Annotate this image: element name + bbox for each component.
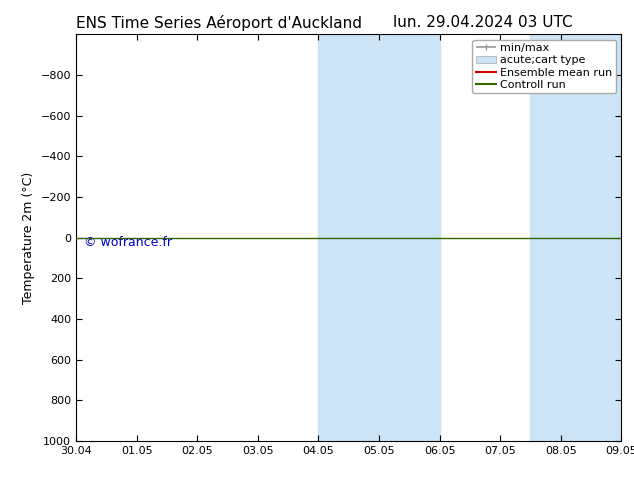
Legend: min/max, acute;cart type, Ensemble mean run, Controll run: min/max, acute;cart type, Ensemble mean …: [472, 40, 616, 93]
Bar: [349, 34, 439, 441]
Text: © wofrance.fr: © wofrance.fr: [84, 236, 172, 248]
Bar: [531, 34, 621, 441]
Y-axis label: Temperature 2m (°C): Temperature 2m (°C): [22, 172, 35, 304]
Text: ENS Time Series Aéroport d'Auckland: ENS Time Series Aéroport d'Auckland: [76, 15, 362, 31]
Bar: [318, 34, 349, 441]
Text: lun. 29.04.2024 03 UTC: lun. 29.04.2024 03 UTC: [393, 15, 573, 30]
